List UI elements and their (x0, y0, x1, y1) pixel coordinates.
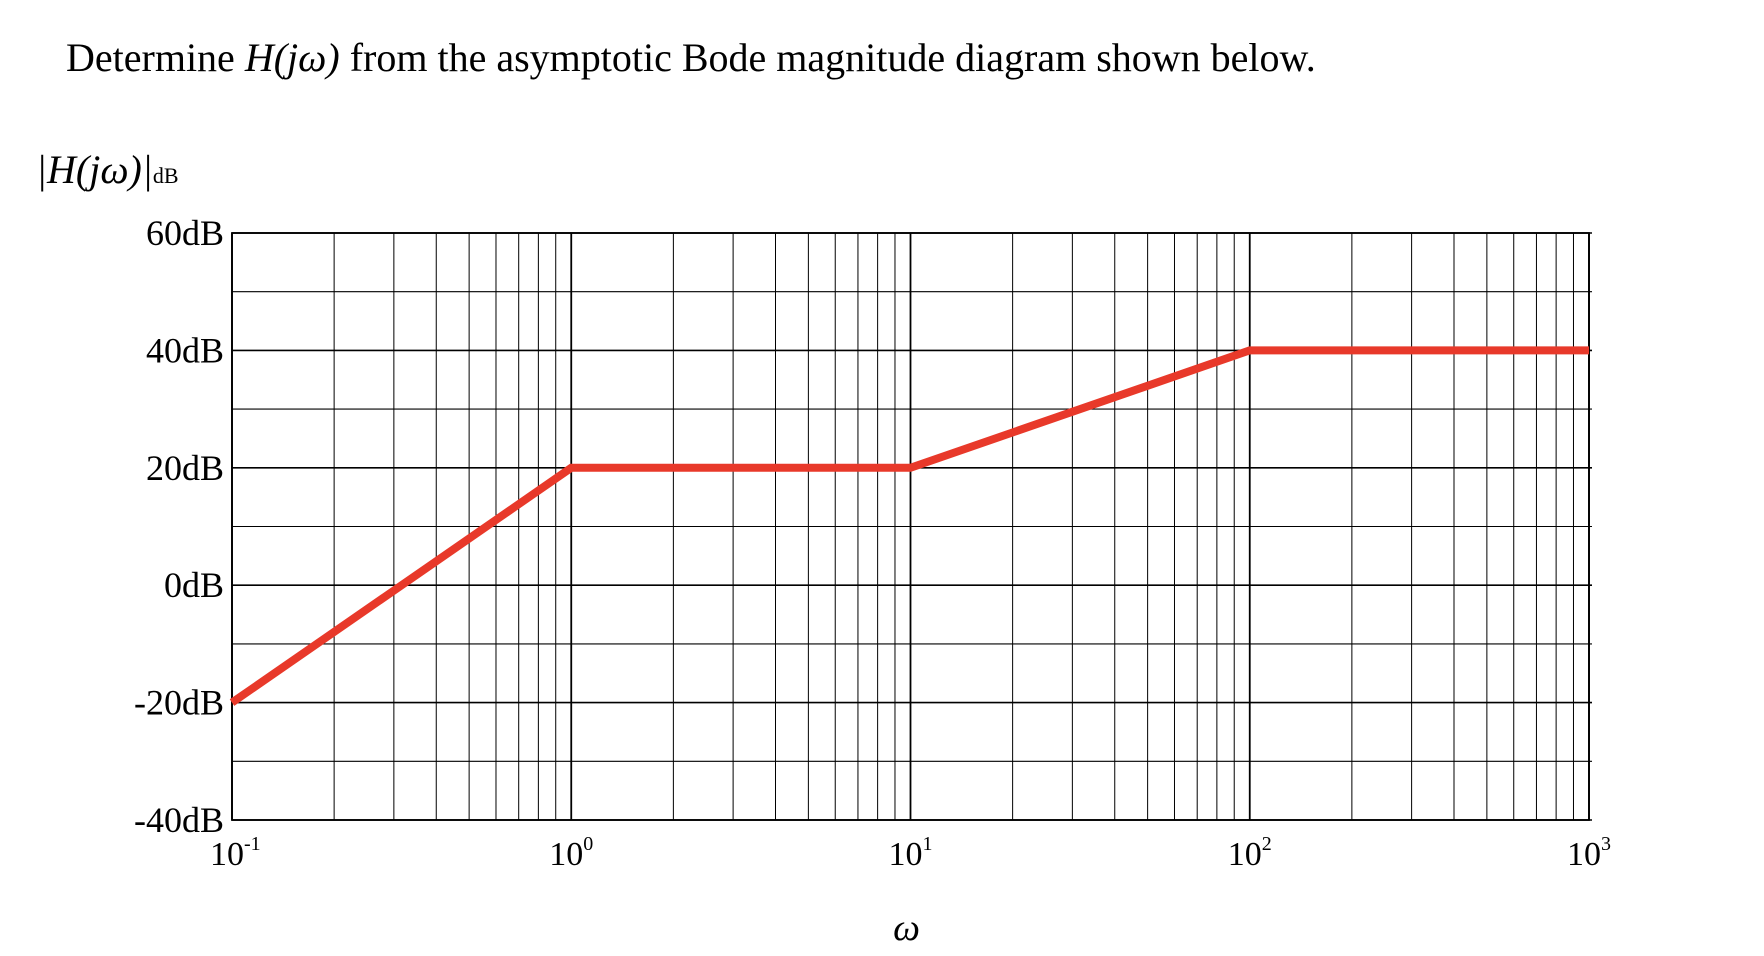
x-axis-label: ω (893, 907, 920, 949)
y-tick-label: 20dB (146, 448, 224, 488)
y-tick-label: -20dB (134, 683, 224, 723)
y-axis-label-unit: dB (152, 163, 179, 188)
x-tick-label: 10-1 (210, 833, 261, 873)
y-tick-label: 60dB (146, 213, 224, 253)
y-tick-label: -40dB (134, 800, 224, 840)
y-axis-label: |H(jω)|dB (36, 146, 179, 193)
y-tick-label: 0dB (164, 565, 224, 605)
x-tick-label: 103 (1567, 833, 1611, 873)
question-text: Determine H(jω) from the asymptotic Bode… (66, 34, 1316, 82)
y-tick-labels: 60dB 40dB 20dB 0dB -20dB -40dB (134, 213, 224, 840)
y-tick-label: 40dB (146, 330, 224, 370)
question-math: H(jω) (244, 35, 340, 80)
x-tick-label: 102 (1228, 833, 1272, 873)
x-tick-label: 100 (549, 833, 593, 873)
x-tick-labels: 10-1 100 101 102 103 (210, 833, 1611, 873)
plot-frame (231, 232, 1590, 821)
x-tick-label: 101 (889, 833, 933, 873)
question-suffix: from the asymptotic Bode magnitude diagr… (349, 35, 1316, 80)
series-group (229, 346, 1590, 706)
y-axis-label-main: |H(jω)| (36, 147, 153, 192)
chart-grid (231, 232, 1592, 821)
question-prefix: Determine (66, 35, 235, 80)
plot-border (231, 232, 1590, 821)
